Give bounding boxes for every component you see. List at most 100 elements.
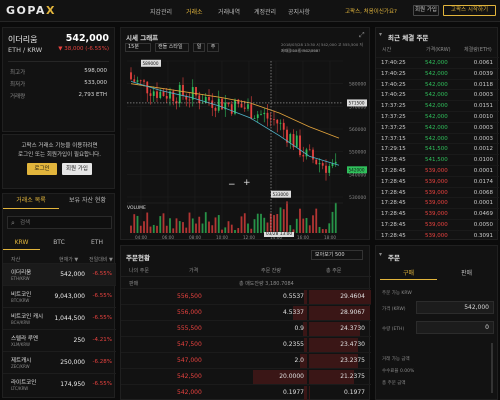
- market-row[interactable]: 라이트코인 LTC/KRW 174,950 -6.55%: [3, 373, 116, 395]
- market-row[interactable]: 비트코인 BTC/KRW 9,043,000 -6.55%: [3, 285, 116, 307]
- trade-price: 539,000: [425, 168, 448, 174]
- tab-holdings[interactable]: 보유 자산 현황: [69, 197, 106, 204]
- nav-history[interactable]: 거래내역: [218, 9, 241, 16]
- market-row[interactable]: 비트코인 캐시 BCH/KRW 1,044,500 -6.55%: [3, 307, 116, 329]
- trade-qty: 0.0118: [473, 81, 493, 88]
- order-quantity: 4.5337: [283, 309, 304, 316]
- signup-button[interactable]: 회원 가입: [413, 5, 439, 16]
- volume-bar: [178, 221, 181, 233]
- orderbook-title: 주문현황: [126, 254, 150, 262]
- candle-body: [253, 118, 256, 119]
- stat-low-label: 최저가: [10, 82, 26, 88]
- trade-price: 539,000: [425, 200, 448, 207]
- candle-body: [224, 102, 227, 110]
- login-button[interactable]: 로그인: [27, 163, 57, 175]
- chart-title: 시세 그래프: [126, 34, 159, 42]
- volume-bar: [227, 221, 230, 233]
- candle-body: [289, 134, 292, 143]
- toolbar-day[interactable]: 일: [193, 43, 205, 52]
- amount-label: 수량 (ETH): [382, 327, 405, 332]
- price-input[interactable]: 542,000: [416, 301, 494, 314]
- zoom-in-button[interactable]: +: [243, 178, 251, 188]
- trade-row: 17:37:25 542,000 0.0151: [376, 100, 499, 111]
- interval-select[interactable]: 15분: [125, 43, 151, 52]
- start-button[interactable]: 고팍스 시작하기: [443, 5, 496, 16]
- trade-qty: 0.0001: [473, 168, 493, 174]
- coin-name: 이더리움: [8, 35, 38, 44]
- market-search[interactable]: ⌕: [7, 216, 112, 229]
- orderbook-row[interactable]: 542,000 0.1977 0.1977: [121, 384, 371, 400]
- time-axis-label: 04:00: [135, 235, 147, 240]
- candle-body: [188, 99, 191, 101]
- signup-prompt-button[interactable]: 회원 가입: [62, 163, 92, 175]
- candlestick-chart[interactable]: 580000 570000 560000 550000 540000 530000 04:0…: [121, 55, 371, 241]
- candle-body: [130, 72, 132, 80]
- orderbook-row[interactable]: 555,500 0.9 24.3730: [121, 320, 371, 336]
- col-asset[interactable]: 자산: [11, 257, 21, 263]
- col-change[interactable]: 전일대비 ▼: [89, 257, 113, 263]
- search-input[interactable]: [20, 218, 108, 227]
- candle-body: [243, 107, 246, 109]
- asset-pair: XLM/KRW: [11, 342, 30, 347]
- col-price: 가격: [189, 268, 199, 274]
- orderbook-row[interactable]: 547,000 2.0 23.2375: [121, 352, 371, 368]
- volume-bar: [221, 229, 223, 233]
- tab-buy[interactable]: 구매: [380, 268, 437, 280]
- trade-row: 17:37:25 542,000 0.0003: [376, 121, 499, 133]
- candle-body: [185, 95, 188, 100]
- collapse-icon[interactable]: ▾: [379, 31, 383, 38]
- trade-qty: 0.0039: [473, 70, 493, 77]
- collapse-icon[interactable]: ▾: [379, 251, 383, 258]
- welcome-link[interactable]: 고팍스, 처음이신가요?: [345, 9, 397, 15]
- nav-wallet[interactable]: 지갑관리: [150, 9, 173, 16]
- orderbook-row[interactable]: 542,500 20.0000 21.2375: [121, 368, 371, 384]
- total-depth-bar: [309, 322, 361, 336]
- gopax-logo[interactable]: GOPAX: [6, 4, 56, 17]
- stat-high-value: 598,000: [84, 68, 107, 74]
- amount-input[interactable]: 0: [416, 321, 494, 334]
- market-row[interactable]: 스텔라 루멘 XLM/KRW 250 -4.21%: [3, 329, 116, 351]
- nav-exchange[interactable]: 거래소: [186, 9, 203, 16]
- login-prompt-text-2: 로그인 또는 회원가입이 필요합니다.: [18, 152, 101, 158]
- trade-qty: 0.0012: [473, 146, 493, 153]
- quote-tab-krw[interactable]: KRW: [3, 239, 40, 250]
- price-axis-label: 570000: [349, 104, 366, 110]
- asset-pair: LTC/KRW: [11, 386, 29, 391]
- scrollbar[interactable]: [491, 343, 493, 393]
- chart-style-select[interactable]: 캔들 스타일: [155, 43, 189, 52]
- order-quantity: 0.5537: [283, 293, 304, 300]
- candle-body: [234, 99, 236, 114]
- col-price[interactable]: 현재가 ▼: [59, 257, 79, 263]
- trade-time: 17:28:45: [381, 178, 406, 185]
- candle-body: [312, 149, 314, 160]
- candle-body: [217, 98, 220, 111]
- trade-row: 17:40:25 542,000 0.0039: [376, 67, 499, 79]
- expand-icon[interactable]: ⤢: [359, 31, 365, 39]
- trade-price: 539,000: [425, 211, 448, 218]
- market-row[interactable]: 제트캐시 ZEC/KRW 250,000 -6.28%: [3, 351, 116, 373]
- order-quantity: 0.1977: [283, 389, 304, 396]
- order-total: 21.2375: [340, 373, 365, 380]
- quote-tab-eth[interactable]: ETH: [91, 239, 103, 246]
- nav-notice[interactable]: 공지사항: [288, 9, 311, 16]
- candle-body: [175, 101, 178, 104]
- quote-tab-btc[interactable]: BTC: [53, 239, 65, 246]
- toolbar-week[interactable]: 주: [207, 43, 219, 52]
- trade-time: 17:29:15: [381, 146, 406, 153]
- orderbook-row[interactable]: 556,000 4.5337 28.9067: [121, 304, 371, 320]
- trade-price: 542,000: [425, 92, 448, 99]
- asset-name: 라이트코인: [11, 380, 37, 386]
- orderbook-row[interactable]: 556,500 0.5537 29.4604: [121, 288, 371, 304]
- quantity-depth-bar: [253, 370, 307, 384]
- trade-time: 17:28:45: [381, 189, 406, 196]
- nav-account[interactable]: 계정관리: [254, 9, 277, 16]
- zoom-out-button[interactable]: −: [228, 180, 236, 190]
- orderbook-row[interactable]: 547,500 0.2355 23.4730: [121, 336, 371, 352]
- market-row[interactable]: 이더리움 ETH/KRW 542,000 -6.55%: [3, 263, 116, 285]
- order-quantity: 2.0: [294, 357, 304, 364]
- tab-sell[interactable]: 판매: [460, 270, 473, 277]
- volume-bar: [279, 207, 282, 233]
- trade-price: 542,000: [425, 135, 448, 142]
- aggregation-select[interactable]: 모아보기 500: [311, 250, 363, 260]
- tab-exchange-list[interactable]: 거래소 목록: [3, 194, 59, 209]
